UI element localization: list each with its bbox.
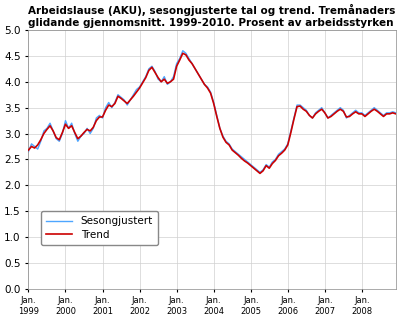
Line: Sesongjustert: Sesongjustert	[28, 51, 396, 172]
Trend	[258, 172, 262, 175]
Trend	[180, 52, 185, 55]
Sesongjustert	[103, 106, 108, 109]
Trend	[233, 151, 238, 155]
Sesongjustert	[233, 150, 238, 154]
Line: Trend: Trend	[28, 53, 396, 173]
Trend	[26, 148, 31, 152]
Sesongjustert	[285, 142, 290, 146]
Text: Arbeidslause (AKU), sesongjusterte tal og trend. Tremånaders
glidande gjennomsni: Arbeidslause (AKU), sesongjusterte tal o…	[28, 4, 396, 28]
Trend	[125, 101, 130, 105]
Trend	[394, 112, 398, 116]
Legend: Sesongjustert, Trend: Sesongjustert, Trend	[41, 211, 158, 245]
Trend	[285, 143, 290, 147]
Sesongjustert	[258, 171, 262, 174]
Sesongjustert	[125, 103, 130, 107]
Sesongjustert	[387, 111, 392, 115]
Trend	[322, 111, 327, 115]
Sesongjustert	[322, 111, 327, 115]
Sesongjustert	[394, 111, 398, 115]
Sesongjustert	[26, 150, 31, 154]
Sesongjustert	[180, 49, 185, 52]
Trend	[103, 108, 108, 112]
Trend	[387, 112, 392, 116]
